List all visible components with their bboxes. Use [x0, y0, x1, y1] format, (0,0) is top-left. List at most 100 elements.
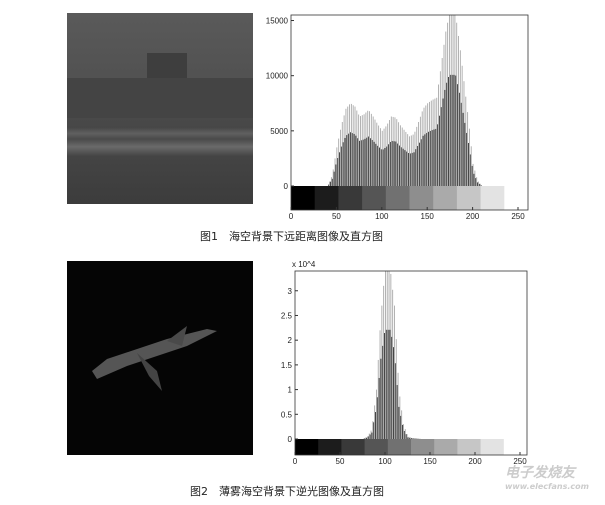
histogram-bar: [333, 171, 335, 186]
histogram-bar: [421, 111, 423, 186]
histogram-bar: [343, 115, 345, 186]
histogram-bar: [440, 107, 442, 186]
histogram-bar: [350, 103, 352, 186]
histogram-bar: [407, 134, 409, 186]
y-tick-label: 15000: [266, 17, 289, 26]
histogram-bar: [374, 119, 376, 186]
histogram-bar: [376, 397, 378, 439]
colorbar-segment: [387, 439, 412, 455]
histogram-bar: [419, 142, 420, 186]
histogram-bar: [457, 84, 459, 186]
histogram-bar: [332, 169, 334, 186]
colorbar-segment: [409, 186, 434, 210]
histogram-bar: [394, 363, 396, 439]
histogram-bar: [403, 430, 405, 439]
histogram-bar: [331, 178, 333, 186]
histogram-bar: [420, 139, 422, 186]
histogram-bar: [460, 102, 462, 186]
colorbar-segment: [314, 186, 339, 210]
colorbar-segment: [503, 439, 528, 455]
histogram-bar: [409, 136, 410, 186]
histogram-bar: [394, 305, 395, 439]
histogram-bar: [367, 110, 369, 186]
figure1-image: [67, 13, 253, 204]
histogram-bar: [330, 177, 332, 186]
histogram-bar: [359, 140, 360, 186]
histogram-bar: [461, 65, 463, 186]
histogram-bar: [431, 130, 433, 186]
histogram-bar: [346, 135, 348, 186]
histogram-bar: [405, 434, 407, 439]
histogram-bar: [371, 139, 373, 186]
histogram-bar: [402, 148, 404, 186]
histogram-bar: [410, 437, 412, 439]
histogram-bar: [477, 182, 479, 186]
histogram-bar: [384, 147, 386, 186]
histogram-bar: [408, 436, 410, 439]
histogram-bar: [345, 108, 347, 186]
histogram-bar: [365, 437, 367, 439]
colorbar-segment: [338, 186, 363, 210]
histogram-bar: [425, 105, 427, 186]
histogram-bar: [388, 144, 390, 186]
histogram-bar: [459, 50, 461, 187]
histogram-bar: [336, 147, 338, 186]
histogram-bar: [373, 141, 375, 186]
histogram-bar: [444, 89, 446, 186]
histogram-bar: [456, 22, 458, 186]
histogram-bar: [396, 119, 398, 186]
histogram-bar: [468, 128, 470, 186]
histogram-bar: [370, 430, 372, 439]
histogram-bar: [384, 333, 385, 439]
histogram-bar: [387, 123, 389, 186]
x-tick-label: 150: [421, 212, 435, 220]
histogram-bar: [428, 131, 430, 186]
histogram-bar: [362, 139, 364, 186]
histogram-bar: [376, 389, 377, 439]
histogram-bar: [395, 339, 397, 439]
histogram-bar: [403, 424, 404, 439]
histogram-bar: [388, 271, 390, 439]
histogram-bar: [410, 135, 412, 186]
histogram-bar: [353, 133, 355, 186]
histogram-bar: [476, 177, 478, 186]
x-tick-label: 250: [513, 457, 527, 466]
histogram-bar: [462, 112, 464, 186]
y-tick-label: 3: [288, 287, 293, 296]
histogram-bar: [381, 130, 383, 186]
y-tick-label: 0.5: [281, 410, 293, 419]
histogram-bar: [452, 15, 454, 186]
histogram-bar: [337, 158, 339, 186]
histogram-bar: [400, 147, 402, 186]
histogram-bar: [412, 438, 414, 439]
histogram-bar: [382, 149, 384, 186]
histogram-bar: [404, 429, 406, 439]
histogram-bar: [465, 96, 467, 186]
histogram-bar: [357, 138, 359, 186]
colorbar-segment: [318, 439, 342, 455]
histogram-bar: [423, 107, 425, 186]
histogram-bar: [445, 31, 447, 187]
histogram-bar: [390, 273, 392, 439]
histogram-bar: [363, 114, 365, 186]
histogram-bar: [335, 164, 337, 186]
histogram-bar: [404, 150, 406, 186]
x-tick-label: 250: [511, 212, 525, 220]
histogram-bar: [419, 116, 421, 186]
histogram-bar: [352, 105, 354, 186]
histogram-bar: [478, 183, 480, 186]
histogram-bar: [348, 133, 350, 186]
histogram-bar: [406, 151, 408, 186]
histogram-bar: [389, 141, 391, 186]
colorbar-segment: [364, 439, 389, 455]
colorbar-segment: [434, 439, 458, 455]
x-tick-label: 0: [289, 212, 294, 220]
histogram-bar: [399, 396, 401, 439]
histogram-bar: [412, 134, 414, 186]
histogram-bar: [355, 135, 357, 186]
histogram-bar: [330, 181, 331, 186]
histogram-bar: [386, 271, 388, 439]
histogram-bar: [376, 122, 378, 186]
histogram-bar: [450, 15, 452, 186]
histogram-bar: [439, 115, 440, 186]
